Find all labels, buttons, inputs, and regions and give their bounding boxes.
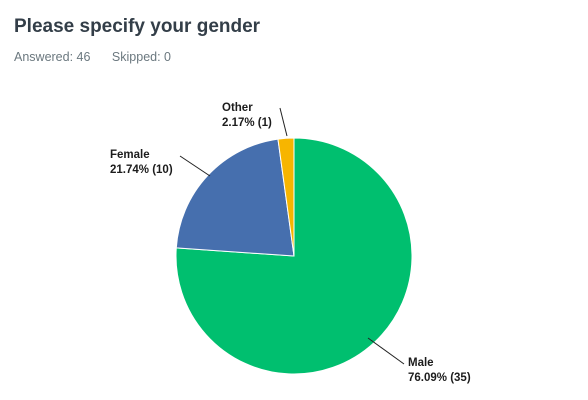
answered-count: Answered: 46: [14, 50, 91, 64]
slice-label-male: Male: [408, 357, 434, 369]
slice-value-other: 2.17% (1): [222, 117, 272, 129]
slice-value-male: 76.09% (35): [408, 372, 471, 384]
pie-slice-female[interactable]: [175, 138, 295, 257]
question-title: Please specify your gender: [14, 16, 261, 37]
leader-line-female: [179, 155, 211, 177]
skipped-count: Skipped: 0: [111, 50, 171, 64]
slice-label-female: Female: [110, 149, 150, 161]
leader-line-male: [367, 337, 405, 365]
response-stats: Answered: 46 Skipped: 0: [14, 50, 189, 64]
slice-value-female: 21.74% (10): [110, 164, 173, 176]
leader-line-other: [279, 107, 288, 137]
pie-slice-other[interactable]: [277, 137, 295, 257]
slice-label-other: Other: [222, 102, 253, 114]
